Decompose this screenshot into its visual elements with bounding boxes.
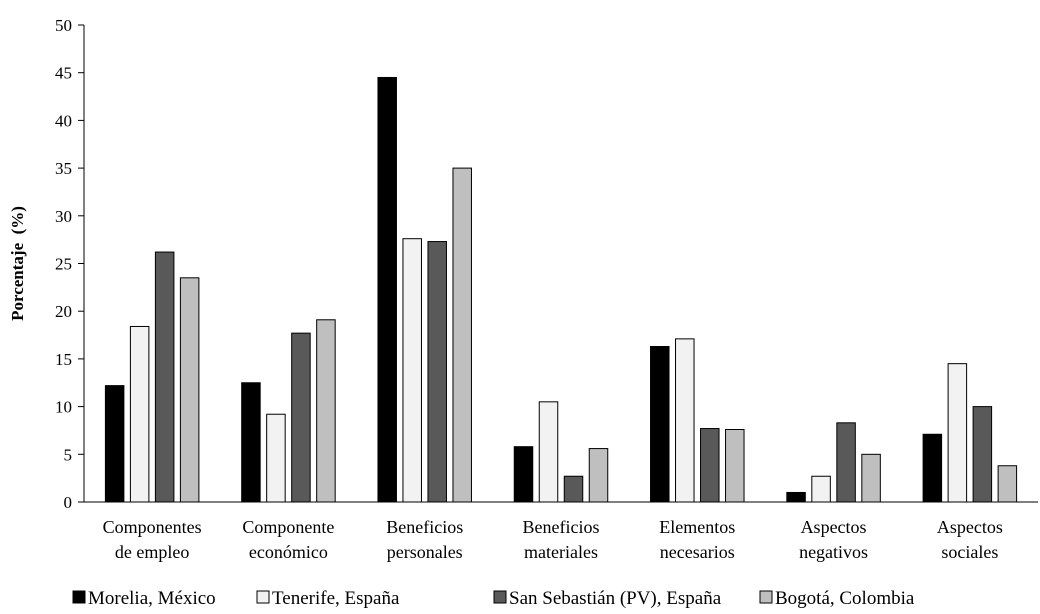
bar-4-3: [452, 167, 472, 503]
y-tick-label: 20: [55, 302, 72, 321]
legend-label-3: San Sebastián (PV), España: [509, 588, 722, 609]
y-tick-label: 30: [55, 207, 72, 226]
bar-1-7: [922, 433, 943, 503]
legend-label-1: Morelia, México: [88, 588, 216, 609]
x-category-label: Componente: [242, 517, 334, 537]
y-tick-label: 15: [55, 350, 72, 369]
y-tick-label: 10: [55, 398, 72, 417]
bar-4-5: [725, 428, 745, 503]
x-category-label: Aspectos: [937, 517, 1003, 537]
bar-2-4: [538, 401, 559, 503]
bar-2-6: [811, 475, 831, 503]
legend-swatch-4: [759, 590, 773, 604]
bar-3-4: [563, 475, 584, 503]
legend-label-4: Bogotá, Colombia: [775, 588, 915, 609]
bar-2-3: [402, 238, 422, 503]
x-category-label: Componentes: [103, 517, 202, 537]
x-category-label: económico: [249, 542, 328, 562]
x-category-label: de empleo: [115, 542, 189, 562]
bar-4-4: [588, 448, 609, 503]
bar-3-7: [972, 406, 993, 503]
bar-1-1: [104, 385, 125, 503]
bar-4-7: [997, 465, 1018, 503]
legend-swatch-1: [72, 590, 86, 604]
bar-1-4: [513, 446, 534, 503]
bar-4-1: [179, 277, 200, 503]
bar-4-2: [316, 319, 336, 503]
legend-label-2: Tenerife, España: [272, 588, 400, 609]
bar-3-1: [154, 251, 175, 503]
x-category-label: personales: [387, 542, 463, 562]
y-tick-label: 35: [55, 159, 72, 178]
bar-3-3: [427, 241, 447, 503]
legend-swatch-2: [256, 590, 270, 604]
x-category-label: negativos: [799, 542, 868, 562]
bar-3-6: [836, 422, 856, 503]
x-category-label: necesarios: [660, 542, 735, 562]
bar-3-5: [700, 428, 720, 503]
bar-2-1: [129, 325, 150, 503]
y-tick-label: 5: [64, 445, 73, 464]
y-axis-title: Porcentaje (%): [8, 206, 27, 321]
bar-3-2: [291, 332, 311, 503]
y-tick-label: 40: [55, 111, 72, 130]
y-tick-label: 45: [55, 64, 72, 83]
bar-4-6: [861, 453, 881, 503]
x-category-label: sociales: [941, 542, 998, 562]
bar-1-5: [650, 345, 670, 503]
bar-2-7: [947, 363, 968, 503]
bar-1-2: [241, 382, 261, 503]
x-category-label: Aspectos: [801, 517, 867, 537]
legend-swatch-3: [493, 590, 507, 604]
y-tick-label: 25: [55, 255, 72, 274]
bar-1-3: [377, 76, 397, 503]
bar-2-5: [675, 338, 695, 503]
y-tick-label: 50: [55, 16, 72, 35]
y-tick-label: 0: [64, 493, 73, 512]
x-category-label: Elementos: [659, 517, 735, 537]
x-category-label: Beneficios: [386, 517, 463, 537]
bar-1-6: [786, 491, 806, 503]
bar-2-2: [266, 413, 286, 503]
x-category-label: materiales: [524, 542, 598, 562]
x-category-label: Beneficios: [523, 517, 600, 537]
